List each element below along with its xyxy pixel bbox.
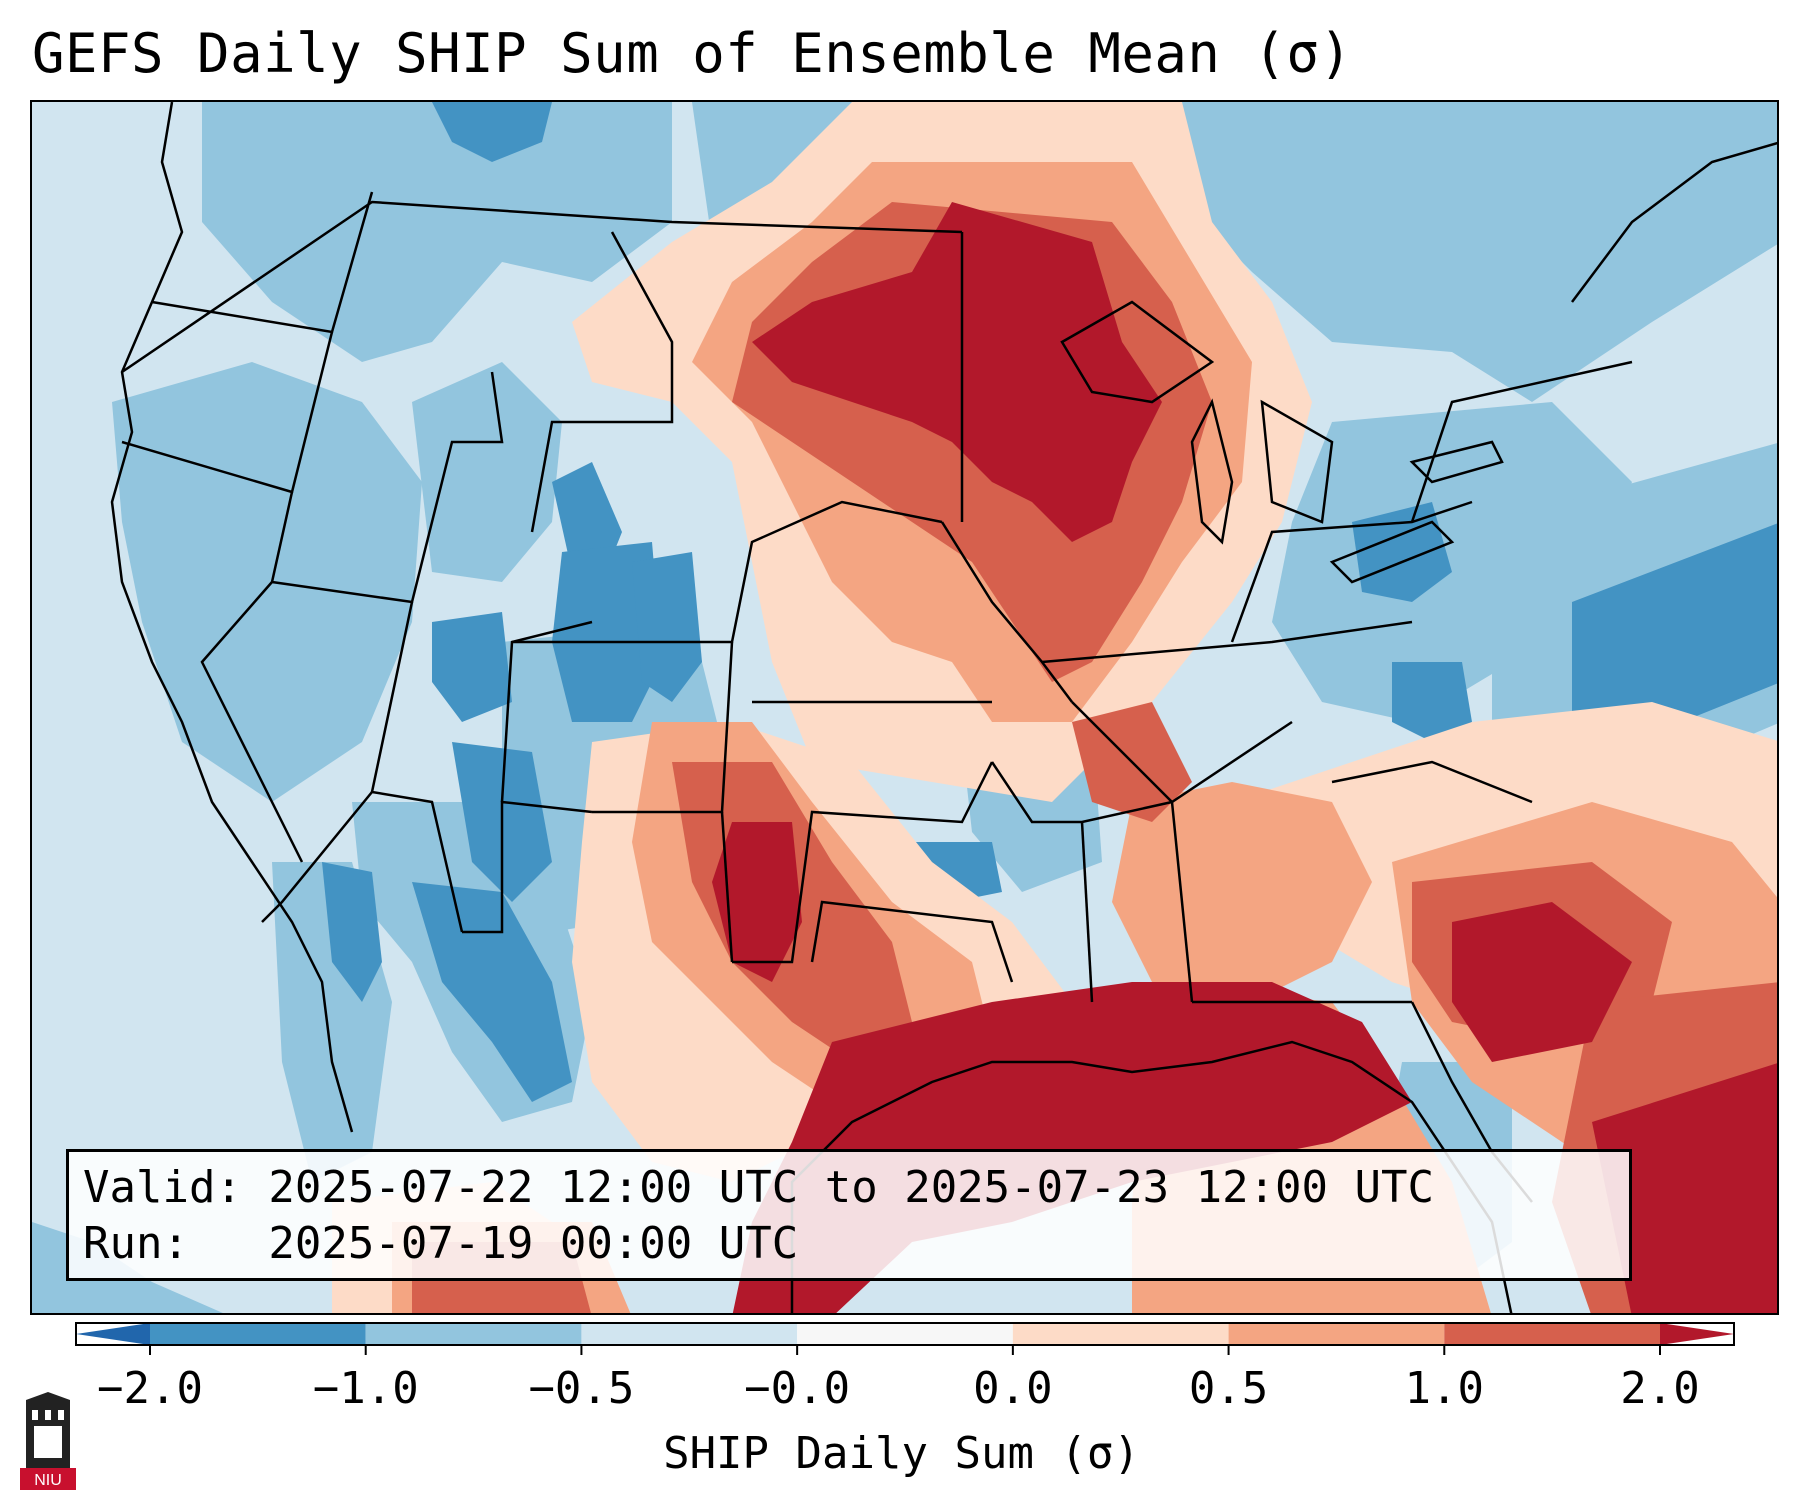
colorbar-tick-label: −0.0 xyxy=(744,1363,851,1414)
colorbar-segment xyxy=(150,1323,366,1345)
colorbar-segment xyxy=(365,1323,582,1345)
colorbar-segment xyxy=(1228,1323,1445,1345)
colorbar-segment xyxy=(1012,1323,1229,1345)
colorbar-segment xyxy=(797,1323,1013,1345)
colorbar-tick-label: 0.0 xyxy=(973,1363,1053,1414)
svg-text:NIU: NIU xyxy=(34,1472,62,1489)
chart-title: GEFS Daily SHIP Sum of Ensemble Mean (σ) xyxy=(32,22,1353,85)
colorbar-tick-label: 1.0 xyxy=(1404,1363,1485,1414)
colorbar-segment xyxy=(1444,1323,1660,1345)
colorbar-tick-label: −1.0 xyxy=(312,1363,419,1414)
niu-logo-icon: NIU xyxy=(20,1392,76,1490)
colorbar-tick-label: 0.5 xyxy=(1188,1363,1269,1414)
anomaly-map xyxy=(32,102,1777,1313)
colorbar-outline xyxy=(75,1322,1735,1346)
colorbar-extend-high xyxy=(1660,1323,1734,1345)
colorbar-extend-low xyxy=(76,1323,150,1345)
valid-run-info-box: Valid: 2025-07-22 12:00 UTC to 2025-07-2… xyxy=(66,1149,1632,1281)
state-borders xyxy=(110,102,1777,1203)
colorbar-segment xyxy=(581,1323,798,1345)
run-time-line: Run: 2025-07-19 00:00 UTC xyxy=(83,1218,799,1269)
map-panel xyxy=(30,100,1779,1315)
great-lakes xyxy=(1060,300,1504,584)
valid-time-line: Valid: 2025-07-22 12:00 UTC to 2025-07-2… xyxy=(83,1162,1435,1213)
colorbar-label: SHIP Daily Sum (σ) xyxy=(663,1428,1140,1479)
colorbar-tick-label: −0.5 xyxy=(528,1363,635,1414)
colorbar-tick-label: 2.0 xyxy=(1620,1363,1700,1414)
colorbar-tick-label: −2.0 xyxy=(97,1363,203,1414)
colorbar xyxy=(75,1322,1735,1355)
